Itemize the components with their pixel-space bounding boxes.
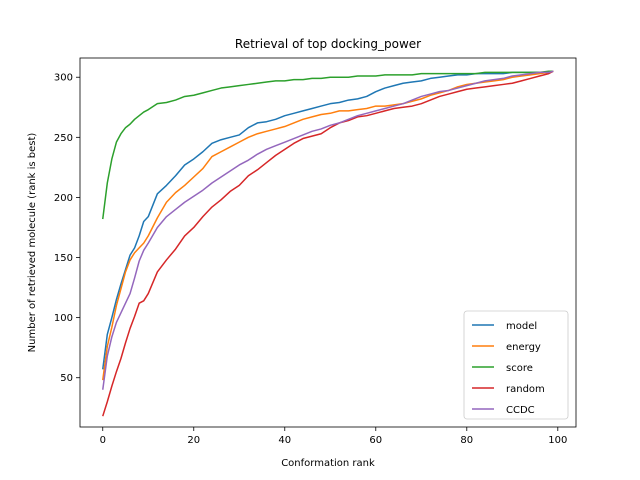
legend-box	[463, 310, 569, 420]
x-tick-label: 80	[460, 435, 473, 446]
y-axis-label: Number of retrieved molecule (rank is be…	[27, 133, 38, 353]
y-tick-label: 50	[60, 373, 73, 384]
y-tick-label: 250	[54, 133, 73, 144]
y-tick-label: 200	[54, 193, 73, 204]
series-line-score	[102, 70, 554, 220]
series-line-random	[102, 70, 554, 417]
legend-label-ccdc: CCDC	[506, 405, 535, 416]
x-tick-label: 40	[278, 435, 291, 446]
series-layer	[102, 70, 554, 417]
x-axis-label: Conformation rank	[281, 458, 375, 469]
chart-title: Retrieval of top docking_power	[235, 37, 421, 51]
legend-label-random: random	[506, 384, 545, 395]
legend-label-model: model	[506, 321, 537, 332]
legend: model energy score random CCDC	[463, 310, 569, 420]
x-tick-label: 60	[369, 435, 382, 446]
y-tick-label: 100	[54, 313, 73, 324]
plot-frame	[79, 57, 577, 428]
y-axis: 50 100 150 200 250 300	[54, 73, 80, 384]
x-axis: 0 20 40 60 80 100	[100, 427, 567, 446]
legend-label-energy: energy	[506, 342, 541, 353]
legend-label-score: score	[506, 363, 533, 374]
x-tick-label: 20	[187, 435, 200, 446]
series-line-ccdc	[102, 70, 554, 390]
x-tick-label: 100	[548, 435, 567, 446]
y-tick-label: 300	[54, 73, 73, 84]
x-tick-label: 0	[100, 435, 106, 446]
y-tick-label: 150	[54, 253, 73, 264]
